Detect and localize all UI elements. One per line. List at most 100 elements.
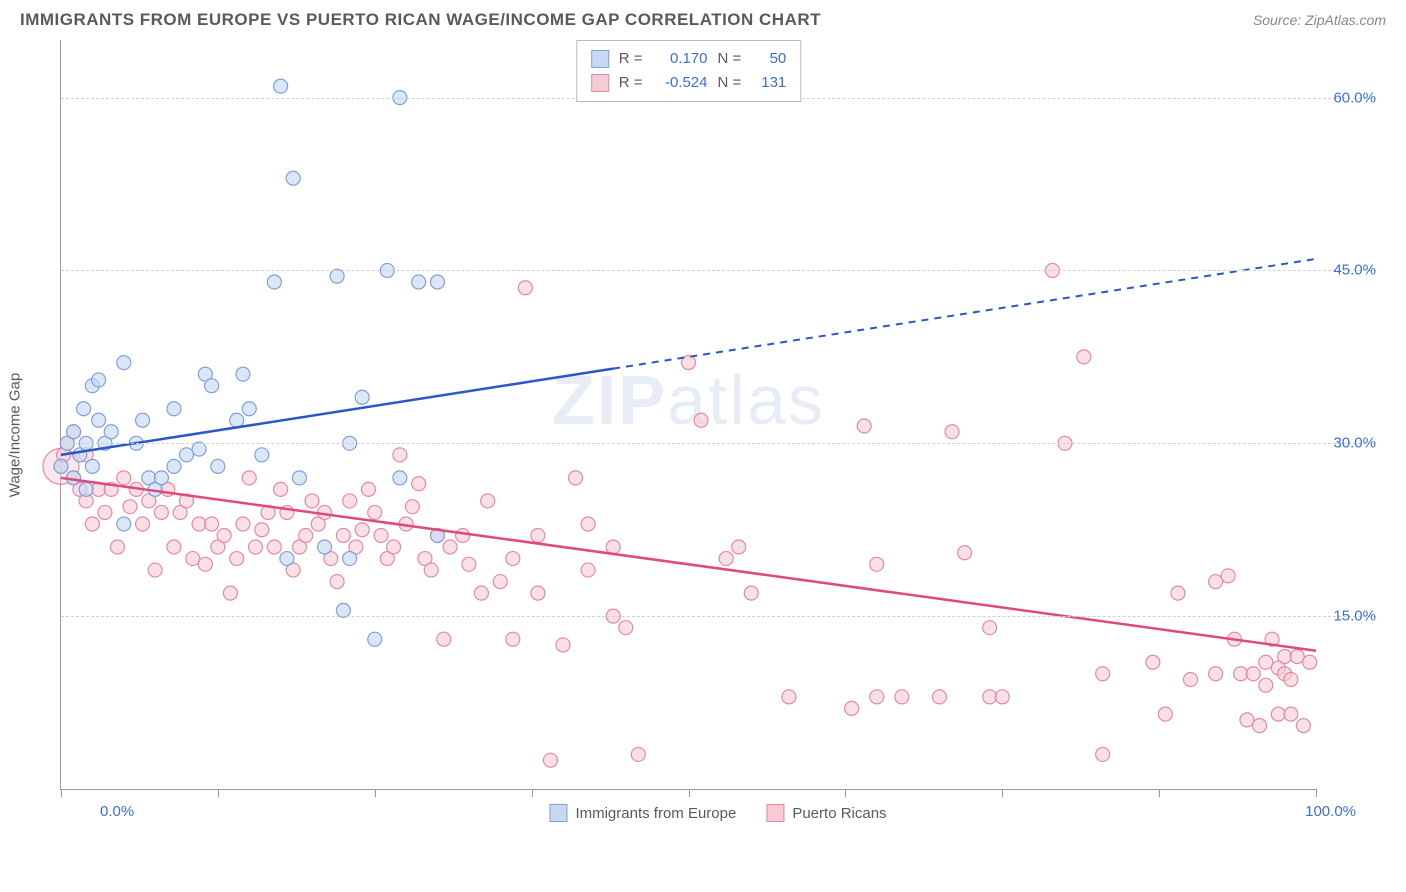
scatter-point-pr: [192, 517, 206, 531]
r-value: 0.170: [653, 47, 708, 71]
scatter-point-pr: [148, 563, 162, 577]
trend-line-pr: [61, 478, 1316, 651]
scatter-point-pr: [631, 747, 645, 761]
x-tick: [375, 789, 376, 797]
legend-swatch: [549, 804, 567, 822]
scatter-point-pr: [1146, 655, 1160, 669]
legend-item: Immigrants from Europe: [549, 804, 736, 822]
scatter-point-pr: [581, 563, 595, 577]
scatter-point-pr: [154, 505, 168, 519]
scatter-point-europe: [318, 540, 332, 554]
scatter-point-europe: [412, 275, 426, 289]
scatter-point-pr: [870, 690, 884, 704]
scatter-point-europe: [92, 413, 106, 427]
scatter-point-pr: [1234, 667, 1248, 681]
scatter-point-pr: [1259, 678, 1273, 692]
scatter-point-europe: [180, 448, 194, 462]
scatter-point-pr: [412, 477, 426, 491]
scatter-point-pr: [198, 557, 212, 571]
stats-row: R =0.170N =50: [591, 47, 787, 71]
plot-region: ZIPatlas R =0.170N =50R =-0.524N =131 15…: [60, 40, 1316, 790]
scatter-point-europe: [79, 482, 93, 496]
scatter-point-europe: [54, 459, 68, 473]
scatter-point-pr: [995, 690, 1009, 704]
scatter-point-pr: [267, 540, 281, 554]
scatter-point-europe: [343, 552, 357, 566]
scatter-point-pr: [744, 586, 758, 600]
x-tick: [1316, 789, 1317, 797]
scatter-point-pr: [493, 575, 507, 589]
scatter-point-europe: [393, 471, 407, 485]
scatter-point-pr: [1096, 667, 1110, 681]
scatter-point-europe: [368, 632, 382, 646]
chart-header: IMMIGRANTS FROM EUROPE VS PUERTO RICAN W…: [0, 0, 1406, 35]
scatter-point-europe: [154, 471, 168, 485]
scatter-point-pr: [336, 528, 350, 542]
n-value: 131: [751, 71, 786, 95]
scatter-point-pr: [123, 500, 137, 514]
scatter-point-pr: [217, 528, 231, 542]
scatter-point-pr: [581, 517, 595, 531]
scatter-point-pr: [1246, 667, 1260, 681]
scatter-point-pr: [330, 575, 344, 589]
scatter-point-pr: [474, 586, 488, 600]
scatter-point-pr: [1221, 569, 1235, 583]
scatter-point-pr: [437, 632, 451, 646]
scatter-point-pr: [393, 448, 407, 462]
correlation-stats-box: R =0.170N =50R =-0.524N =131: [576, 40, 802, 102]
r-value: -0.524: [653, 71, 708, 95]
scatter-point-pr: [230, 552, 244, 566]
n-label: N =: [718, 71, 742, 95]
scatter-point-pr: [1209, 575, 1223, 589]
scatter-point-europe: [286, 171, 300, 185]
scatter-point-pr: [606, 540, 620, 554]
scatter-point-pr: [1303, 655, 1317, 669]
scatter-point-pr: [732, 540, 746, 554]
scatter-point-pr: [186, 552, 200, 566]
y-tick-label: 60.0%: [1321, 89, 1376, 106]
scatter-point-pr: [782, 690, 796, 704]
scatter-point-pr: [1253, 719, 1267, 733]
scatter-point-pr: [1096, 747, 1110, 761]
scatter-point-pr: [719, 552, 733, 566]
scatter-point-pr: [462, 557, 476, 571]
chart-area: Wage/Income Gap ZIPatlas R =0.170N =50R …: [50, 40, 1386, 830]
scatter-point-pr: [223, 586, 237, 600]
x-tick: [845, 789, 846, 797]
scatter-point-europe: [355, 390, 369, 404]
legend-item: Puerto Ricans: [766, 804, 886, 822]
scatter-point-pr: [983, 690, 997, 704]
legend-swatch: [766, 804, 784, 822]
scatter-point-pr: [619, 621, 633, 635]
scatter-point-pr: [506, 552, 520, 566]
scatter-point-europe: [167, 459, 181, 473]
y-tick-label: 30.0%: [1321, 435, 1376, 452]
scatter-point-pr: [958, 546, 972, 560]
x-tick: [1159, 789, 1160, 797]
scatter-point-pr: [694, 413, 708, 427]
scatter-point-pr: [895, 690, 909, 704]
scatter-point-pr: [98, 505, 112, 519]
scatter-svg: [61, 40, 1316, 789]
stats-swatch: [591, 50, 609, 68]
scatter-point-pr: [110, 540, 124, 554]
scatter-point-europe: [431, 275, 445, 289]
y-tick-label: 45.0%: [1321, 262, 1376, 279]
scatter-point-pr: [387, 540, 401, 554]
scatter-point-pr: [983, 621, 997, 635]
scatter-point-pr: [249, 540, 263, 554]
scatter-point-pr: [1077, 350, 1091, 364]
scatter-point-pr: [1284, 673, 1298, 687]
x-tick: [689, 789, 690, 797]
trend-line-europe: [61, 369, 613, 455]
scatter-point-pr: [117, 471, 131, 485]
scatter-point-europe: [255, 448, 269, 462]
scatter-point-europe: [211, 459, 225, 473]
r-label: R =: [619, 47, 643, 71]
scatter-point-pr: [274, 482, 288, 496]
scatter-point-pr: [361, 482, 375, 496]
scatter-point-pr: [556, 638, 570, 652]
stats-row: R =-0.524N =131: [591, 71, 787, 95]
scatter-point-europe: [280, 552, 294, 566]
chart-title: IMMIGRANTS FROM EUROPE VS PUERTO RICAN W…: [20, 10, 821, 30]
